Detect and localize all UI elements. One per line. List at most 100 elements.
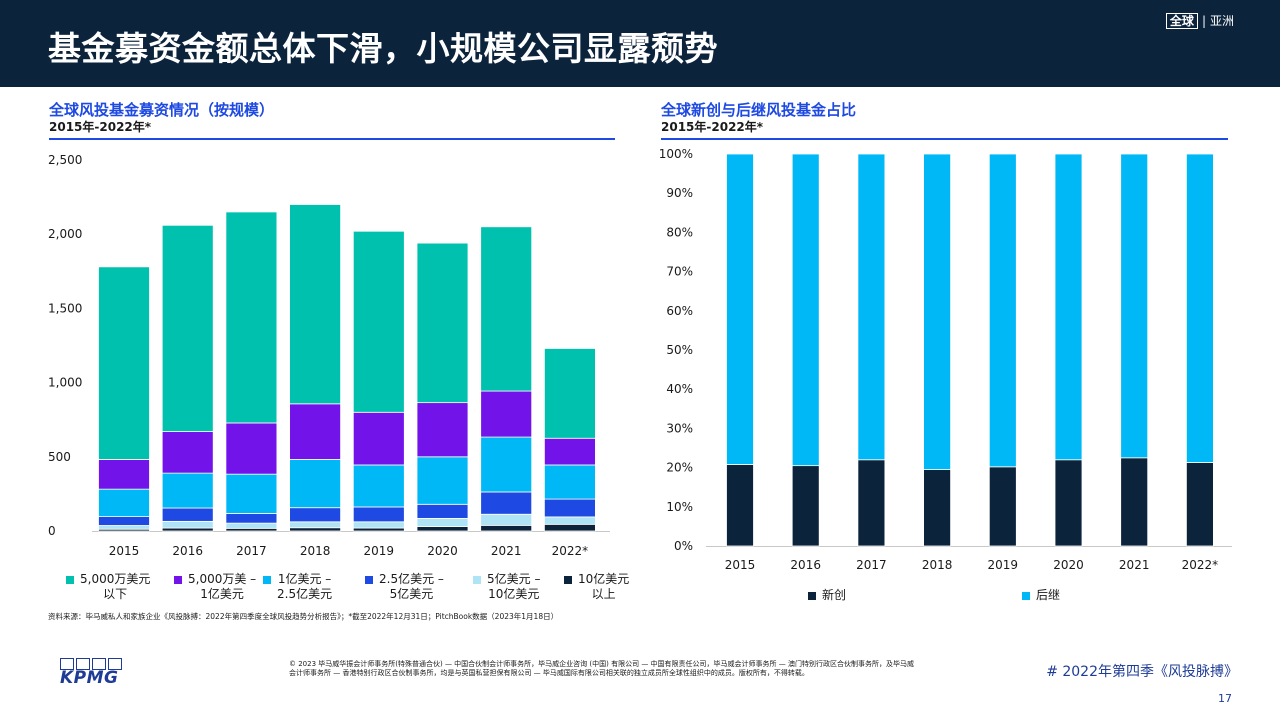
bar-segment bbox=[726, 464, 754, 547]
legend-swatch bbox=[263, 576, 271, 584]
y-tick-label: 2,500 bbox=[48, 153, 82, 167]
bar-segment bbox=[544, 348, 596, 439]
region-badge: 全球 | 亚洲 bbox=[1165, 12, 1234, 29]
y-tick-label: 10% bbox=[666, 500, 693, 514]
y-tick-label: 20% bbox=[666, 461, 693, 475]
left-chart-subtitle: 2015年-2022年* bbox=[49, 120, 152, 134]
bar-segment bbox=[923, 469, 951, 547]
legend-swatch bbox=[1022, 592, 1030, 600]
bar-segment bbox=[1054, 459, 1083, 547]
bar-segment bbox=[352, 411, 405, 466]
bar-segment bbox=[161, 472, 214, 509]
legend-item: 5,000万美 – 1亿美元 bbox=[174, 572, 256, 602]
x-tick-label: 2022* bbox=[552, 544, 589, 558]
legend-item: 新创 bbox=[808, 588, 846, 603]
y-tick-label: 100% bbox=[659, 147, 693, 161]
bar-segment bbox=[98, 516, 150, 526]
y-tick-label: 40% bbox=[666, 382, 693, 396]
x-tick-label: 2021 bbox=[1119, 558, 1150, 572]
bar-segment bbox=[1186, 153, 1214, 463]
bar-segment bbox=[352, 230, 405, 413]
legend-label: 1亿美元 – 2.5亿美元 bbox=[277, 572, 333, 601]
bar-segment bbox=[289, 527, 342, 532]
bar-segment bbox=[544, 498, 596, 518]
y-tick-label: 60% bbox=[666, 304, 693, 318]
bar-segment bbox=[480, 390, 533, 438]
x-tick-label: 2021 bbox=[491, 544, 522, 558]
legend-swatch bbox=[174, 576, 182, 584]
bar-segment bbox=[544, 437, 596, 466]
bar-segment bbox=[161, 507, 214, 522]
legend-swatch bbox=[365, 576, 373, 584]
header-banner: 基金募资金额总体下滑，小规模公司显露颓势 全球 | 亚洲 bbox=[0, 0, 1280, 87]
y-tick-label: 0 bbox=[48, 524, 56, 538]
x-tick-label: 2020 bbox=[427, 544, 458, 558]
bar-segment bbox=[857, 153, 886, 461]
bar-segment bbox=[544, 523, 596, 532]
bar-segment bbox=[480, 226, 533, 392]
legend-swatch bbox=[66, 576, 74, 584]
x-tick-label: 2019 bbox=[988, 558, 1019, 572]
bar-segment bbox=[416, 402, 469, 458]
bar-segment bbox=[225, 513, 278, 524]
bar-segment bbox=[352, 464, 405, 508]
legend-label: 5亿美元 – 10亿美元 bbox=[487, 572, 541, 601]
kpmg-logo-boxes bbox=[60, 658, 130, 670]
bar-segment bbox=[289, 204, 342, 405]
bar-segment bbox=[988, 153, 1017, 468]
bar-segment bbox=[1120, 457, 1149, 547]
bar-segment bbox=[857, 459, 886, 547]
x-tick-label: 2017 bbox=[856, 558, 887, 572]
y-tick-label: 80% bbox=[666, 225, 693, 239]
legend-swatch bbox=[564, 576, 572, 584]
x-tick-label: 2018 bbox=[922, 558, 953, 572]
x-tick-label: 2017 bbox=[236, 544, 267, 558]
bar-segment bbox=[988, 466, 1017, 547]
legend-item: 1亿美元 – 2.5亿美元 bbox=[263, 572, 332, 602]
legend-label: 10亿美元 以上 bbox=[578, 572, 630, 601]
y-tick-label: 90% bbox=[666, 186, 693, 200]
bar-segment bbox=[923, 153, 951, 470]
bar-segment bbox=[98, 266, 150, 460]
right-chart-rule bbox=[661, 138, 1228, 140]
bar-segment bbox=[726, 153, 754, 465]
bar-segment bbox=[161, 224, 214, 432]
kpmg-logo-text: KPMG bbox=[60, 668, 119, 688]
legend-label: 2.5亿美元 – 5亿美元 bbox=[379, 572, 444, 601]
bar-segment bbox=[225, 473, 278, 514]
right-chart-title: 全球新创与后继风投基金占比 bbox=[661, 101, 857, 119]
y-tick-label: 2,000 bbox=[48, 227, 82, 241]
legend-label: 新创 bbox=[822, 588, 847, 602]
x-tick-label: 2016 bbox=[790, 558, 821, 572]
bar-segment bbox=[225, 527, 278, 532]
legend-item: 2.5亿美元 – 5亿美元 bbox=[365, 572, 444, 602]
right-chart-legend: 新创 后继 bbox=[808, 588, 1228, 604]
stacked-bar-chart-fund-size: 0 500 1,000 1,500 2,000 2,500 2015 2016 2017 2018… bbox=[48, 153, 610, 558]
bar-segment bbox=[98, 525, 150, 530]
bar-segment bbox=[1120, 153, 1149, 459]
y-tick-label: 0% bbox=[674, 539, 693, 553]
bar-segment bbox=[1054, 153, 1083, 461]
bar-segment bbox=[416, 526, 469, 532]
bar-segment bbox=[98, 459, 150, 490]
bar-segment bbox=[416, 503, 469, 519]
legend-label: 后继 bbox=[1036, 588, 1061, 602]
copyright-notice: © 2023 毕马威华振会计师事务所(特殊普通合伙) — 中国合伙制会计师事务所… bbox=[289, 660, 914, 677]
x-tick-label: 2018 bbox=[300, 544, 331, 558]
x-tick-label: 2015 bbox=[725, 558, 756, 572]
bar-segment bbox=[161, 431, 214, 474]
bar-segment bbox=[480, 524, 533, 532]
bar-segment bbox=[98, 488, 150, 518]
bar-segment bbox=[416, 456, 469, 505]
badge-global: 全球 bbox=[1165, 12, 1198, 29]
y-tick-label: 70% bbox=[666, 265, 693, 279]
bar-segment bbox=[289, 459, 342, 509]
x-tick-label: 2020 bbox=[1053, 558, 1084, 572]
left-chart-rule bbox=[49, 138, 615, 140]
y-tick-label: 30% bbox=[666, 421, 693, 435]
kpmg-logo: KPMG bbox=[60, 658, 130, 688]
legend-item: 10亿美元 以上 bbox=[564, 572, 629, 602]
bar-segment bbox=[791, 465, 820, 547]
bar-segment bbox=[480, 436, 533, 493]
y-tick-label: 500 bbox=[48, 450, 71, 464]
